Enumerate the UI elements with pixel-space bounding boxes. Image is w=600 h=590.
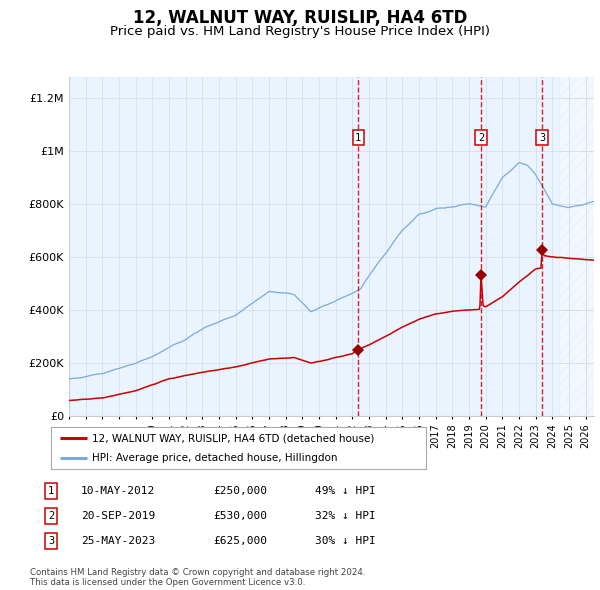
Text: HPI: Average price, detached house, Hillingdon: HPI: Average price, detached house, Hill…	[92, 453, 338, 463]
Text: 2: 2	[478, 133, 484, 143]
Text: 25-MAY-2023: 25-MAY-2023	[81, 536, 155, 546]
Text: £250,000: £250,000	[213, 486, 267, 496]
Text: Price paid vs. HM Land Registry's House Price Index (HPI): Price paid vs. HM Land Registry's House …	[110, 25, 490, 38]
Text: 3: 3	[48, 536, 54, 546]
Text: 3: 3	[539, 133, 545, 143]
Text: 12, WALNUT WAY, RUISLIP, HA4 6TD: 12, WALNUT WAY, RUISLIP, HA4 6TD	[133, 9, 467, 27]
Text: £625,000: £625,000	[213, 536, 267, 546]
Text: 1: 1	[48, 486, 54, 496]
Text: 32% ↓ HPI: 32% ↓ HPI	[315, 512, 376, 521]
Text: 2: 2	[48, 512, 54, 521]
Bar	[559, 77, 594, 416]
Text: 12, WALNUT WAY, RUISLIP, HA4 6TD (detached house): 12, WALNUT WAY, RUISLIP, HA4 6TD (detach…	[92, 433, 374, 443]
Text: £530,000: £530,000	[213, 512, 267, 521]
Text: 20-SEP-2019: 20-SEP-2019	[81, 512, 155, 521]
Bar	[69, 77, 559, 416]
Text: Contains HM Land Registry data © Crown copyright and database right 2024.
This d: Contains HM Land Registry data © Crown c…	[30, 568, 365, 587]
Text: 10-MAY-2012: 10-MAY-2012	[81, 486, 155, 496]
Text: 49% ↓ HPI: 49% ↓ HPI	[315, 486, 376, 496]
Text: 30% ↓ HPI: 30% ↓ HPI	[315, 536, 376, 546]
Text: 1: 1	[355, 133, 361, 143]
